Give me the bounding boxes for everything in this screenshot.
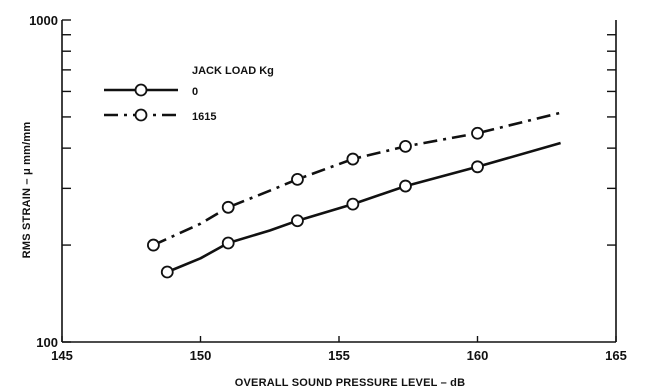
x-tick-label: 150 bbox=[190, 348, 212, 363]
y-tick-label: 1000 bbox=[29, 13, 58, 28]
legend-entries bbox=[104, 83, 178, 122]
data-point-series-1 bbox=[147, 238, 160, 252]
y-axis-label: RMS STRAIN – μ mm/mm bbox=[21, 122, 33, 259]
x-axis-label: OVERALL SOUND PRESSURE LEVEL – dB bbox=[235, 377, 466, 389]
data-point-series-1 bbox=[399, 139, 412, 153]
legend: JACK LOAD Kg 0 1615 bbox=[104, 65, 274, 123]
data-point-series-0 bbox=[221, 236, 235, 250]
axes bbox=[61, 20, 617, 343]
series-line-1 bbox=[152, 111, 561, 247]
data-point-series-0 bbox=[346, 197, 360, 211]
legend-label-series-0: 0 bbox=[192, 86, 198, 98]
legend-marker-1 bbox=[134, 108, 148, 122]
data-point-series-0 bbox=[399, 179, 412, 193]
x-tick-label: 160 bbox=[467, 348, 489, 363]
tick-marks: 145 150 155 160 165 100 1000 bbox=[29, 13, 627, 363]
x-tick-label: 155 bbox=[328, 348, 350, 363]
data-point-series-1 bbox=[291, 172, 304, 186]
data-point-series-0 bbox=[160, 265, 174, 279]
x-tick-label: 145 bbox=[51, 348, 73, 363]
data-point-series-0 bbox=[291, 214, 304, 228]
data-point-series-1 bbox=[346, 152, 360, 166]
y-tick-label: 100 bbox=[36, 335, 58, 350]
legend-marker-0 bbox=[134, 83, 148, 97]
x-tick-label: 165 bbox=[605, 348, 627, 363]
series-layer bbox=[147, 111, 561, 279]
legend-title: JACK LOAD Kg bbox=[192, 65, 274, 77]
data-point-series-1 bbox=[221, 200, 235, 214]
data-point-series-1 bbox=[471, 126, 484, 140]
data-point-series-0 bbox=[471, 160, 484, 174]
legend-label-series-1: 1615 bbox=[192, 111, 216, 123]
